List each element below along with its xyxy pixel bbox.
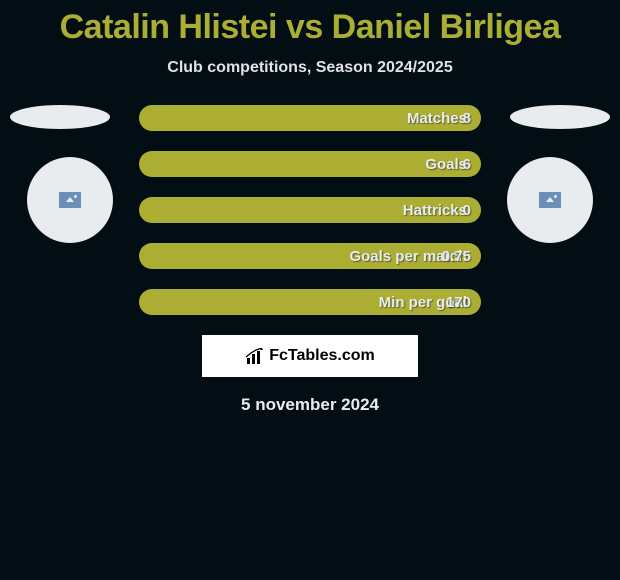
chart-icon <box>245 348 265 364</box>
logo-text: FcTables.com <box>269 347 375 365</box>
stat-value: 170 <box>446 294 471 311</box>
image-placeholder-icon <box>539 192 561 208</box>
stat-label: Hattricks <box>403 202 467 219</box>
stat-value: 0.75 <box>442 248 471 265</box>
subtitle: Club competitions, Season 2024/2025 <box>0 59 620 77</box>
stat-bar-goals-per-match: Goals per match 0.75 <box>139 243 481 269</box>
player-right-avatar <box>507 157 593 243</box>
image-placeholder-icon <box>59 192 81 208</box>
page-title: Catalin Hlistei vs Daniel Birligea <box>0 0 620 47</box>
stat-bar-hattricks: Hattricks 0 <box>139 197 481 223</box>
stat-label: Matches <box>407 110 467 127</box>
stat-bar-matches: Matches 8 <box>139 105 481 131</box>
player-right-ellipse <box>510 105 610 129</box>
stat-value: 0 <box>463 202 471 219</box>
stat-value: 8 <box>463 110 471 127</box>
stats-container: Matches 8 Goals 6 Hattricks 0 Goals per … <box>139 105 481 315</box>
stat-bar-goals: Goals 6 <box>139 151 481 177</box>
logo-box: FcTables.com <box>202 335 418 377</box>
player-left-ellipse <box>10 105 110 129</box>
footer-date: 5 november 2024 <box>0 395 620 415</box>
stat-bar-min-per-goal: Min per goal 170 <box>139 289 481 315</box>
player-left-avatar <box>27 157 113 243</box>
content-area: Matches 8 Goals 6 Hattricks 0 Goals per … <box>0 105 620 415</box>
stat-value: 6 <box>463 156 471 173</box>
stat-label: Goals <box>425 156 467 173</box>
